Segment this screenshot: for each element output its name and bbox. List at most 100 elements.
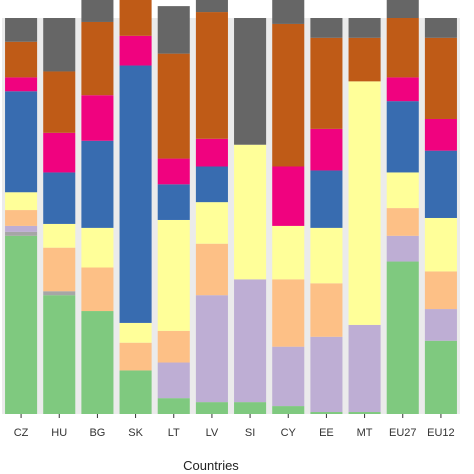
bar-segment-ee-4 [310, 227, 343, 284]
bar-segment-cy-3 [272, 279, 305, 347]
bar-segment-sk-4 [119, 322, 152, 343]
bar-segment-lv-0 [195, 402, 228, 414]
x-axis-title: Countries [183, 458, 239, 473]
bar-segment-lv-5 [195, 166, 228, 203]
bar-segment-cy-4 [272, 225, 305, 280]
bar-segment-hu-4 [43, 223, 76, 248]
bar-segment-lt-2 [157, 362, 190, 399]
bar-segment-lv-2 [195, 295, 228, 403]
bar-segment-eu12-6 [424, 118, 457, 151]
bar-stack-cy [272, 0, 305, 414]
bar-segment-eu27-2 [386, 235, 419, 262]
x-tick-label-cz: CZ [14, 427, 29, 439]
bar-segment-bg-6 [81, 95, 114, 141]
bar-segment-hu-1 [43, 291, 76, 296]
x-tick-label-si: SI [245, 427, 255, 439]
bar-segment-lv-7 [195, 12, 228, 139]
bar-segment-cy-2 [272, 346, 305, 407]
x-tick-label-bg: BG [89, 427, 105, 439]
bar-segment-cz-0 [5, 235, 38, 414]
bar-segment-bg-8 [81, 0, 114, 22]
bar-stack-ee [310, 18, 343, 414]
bar-segment-cz-8 [5, 18, 38, 42]
bar-segment-eu27-5 [386, 101, 419, 173]
bar-segment-lt-8 [157, 6, 190, 54]
bar-segment-cz-6 [5, 77, 38, 92]
bar-segment-lv-6 [195, 138, 228, 167]
bar-segment-cy-7 [272, 23, 305, 167]
bar-segment-lt-3 [157, 330, 190, 363]
bar-segment-lt-0 [157, 398, 190, 414]
bar-segment-lv-8 [195, 0, 228, 13]
bar-segment-lt-5 [157, 184, 190, 220]
bar-stack-sk [119, 0, 152, 414]
bar-segment-sk-6 [119, 35, 152, 66]
bar-stack-lt [157, 6, 190, 414]
bar-segment-sk-7 [119, 0, 152, 36]
bar-stack-si [234, 18, 267, 414]
bar-stack-eu27 [386, 0, 419, 414]
bar-segment-cz-5 [5, 91, 38, 193]
bar-segment-mt-7 [348, 37, 381, 82]
bar-segment-bg-3 [81, 267, 114, 312]
bar-segment-cz-4 [5, 192, 38, 211]
bar-stack-hu [43, 18, 76, 414]
bar-segment-cy-6 [272, 166, 305, 226]
bar-stack-lv [195, 0, 228, 414]
bar-segment-mt-2 [348, 324, 381, 413]
bar-segment-hu-6 [43, 132, 76, 173]
bar-segment-lt-7 [157, 53, 190, 159]
bar-segment-cz-3 [5, 210, 38, 226]
bar-segment-ee-0 [310, 412, 343, 414]
bar-segment-lt-4 [157, 219, 190, 331]
bar-segment-hu-8 [43, 18, 76, 72]
bar-segment-si-8 [234, 18, 267, 145]
bar-stack-cz [5, 18, 38, 414]
bar-segment-bg-7 [81, 21, 114, 96]
bar-segment-eu12-2 [424, 309, 457, 341]
bar-segment-si-2 [234, 279, 267, 403]
bar-segment-ee-7 [310, 37, 343, 129]
bar-segment-ee-3 [310, 283, 343, 337]
bar-segment-hu-7 [43, 71, 76, 133]
bar-segment-bg-4 [81, 227, 114, 268]
bar-segment-eu12-7 [424, 37, 457, 119]
x-axis: CZ HU BG SK LT LV SI CY EE MT EU27 EU12 [14, 414, 455, 439]
x-tick-label-sk: SK [128, 427, 143, 439]
x-tick-label-ee: EE [319, 427, 334, 439]
bar-segment-cy-8 [272, 0, 305, 24]
x-tick-label-lv: LV [206, 427, 219, 439]
bar-segment-cy-0 [272, 406, 305, 414]
bar-segment-eu27-0 [386, 261, 419, 414]
bar-segment-eu27-7 [386, 18, 419, 78]
bar-segment-cz-2 [5, 225, 38, 232]
x-tick-label-eu27: EU27 [389, 427, 417, 439]
x-tick-label-lt: LT [168, 427, 180, 439]
bar-segment-ee-6 [310, 128, 343, 171]
bar-segment-lt-6 [157, 158, 190, 185]
bar-segment-sk-5 [119, 65, 152, 323]
bar-segment-si-0 [234, 402, 267, 414]
bar-segment-ee-8 [310, 18, 343, 38]
x-tick-label-cy: CY [281, 427, 297, 439]
bar-segment-cz-1 [5, 231, 38, 236]
x-tick-label-eu12: EU12 [427, 427, 455, 439]
bar-segment-eu27-6 [386, 77, 419, 102]
bars-layer [5, 0, 457, 414]
bar-stack-eu12 [424, 18, 457, 414]
bar-segment-mt-4 [348, 81, 381, 325]
bar-segment-cz-7 [5, 41, 38, 78]
bar-segment-mt-0 [348, 412, 381, 414]
bar-segment-hu-3 [43, 247, 76, 292]
bar-segment-eu12-3 [424, 271, 457, 310]
bar-segment-eu12-8 [424, 18, 457, 38]
bar-segment-eu12-0 [424, 340, 457, 414]
bar-segment-sk-0 [119, 370, 152, 414]
bar-segment-eu27-8 [386, 0, 419, 19]
bar-segment-lv-4 [195, 202, 228, 244]
bar-segment-eu27-3 [386, 208, 419, 236]
bar-segment-hu-0 [43, 295, 76, 414]
plot-panel [2, 18, 460, 414]
x-tick-label-mt: MT [357, 427, 373, 439]
